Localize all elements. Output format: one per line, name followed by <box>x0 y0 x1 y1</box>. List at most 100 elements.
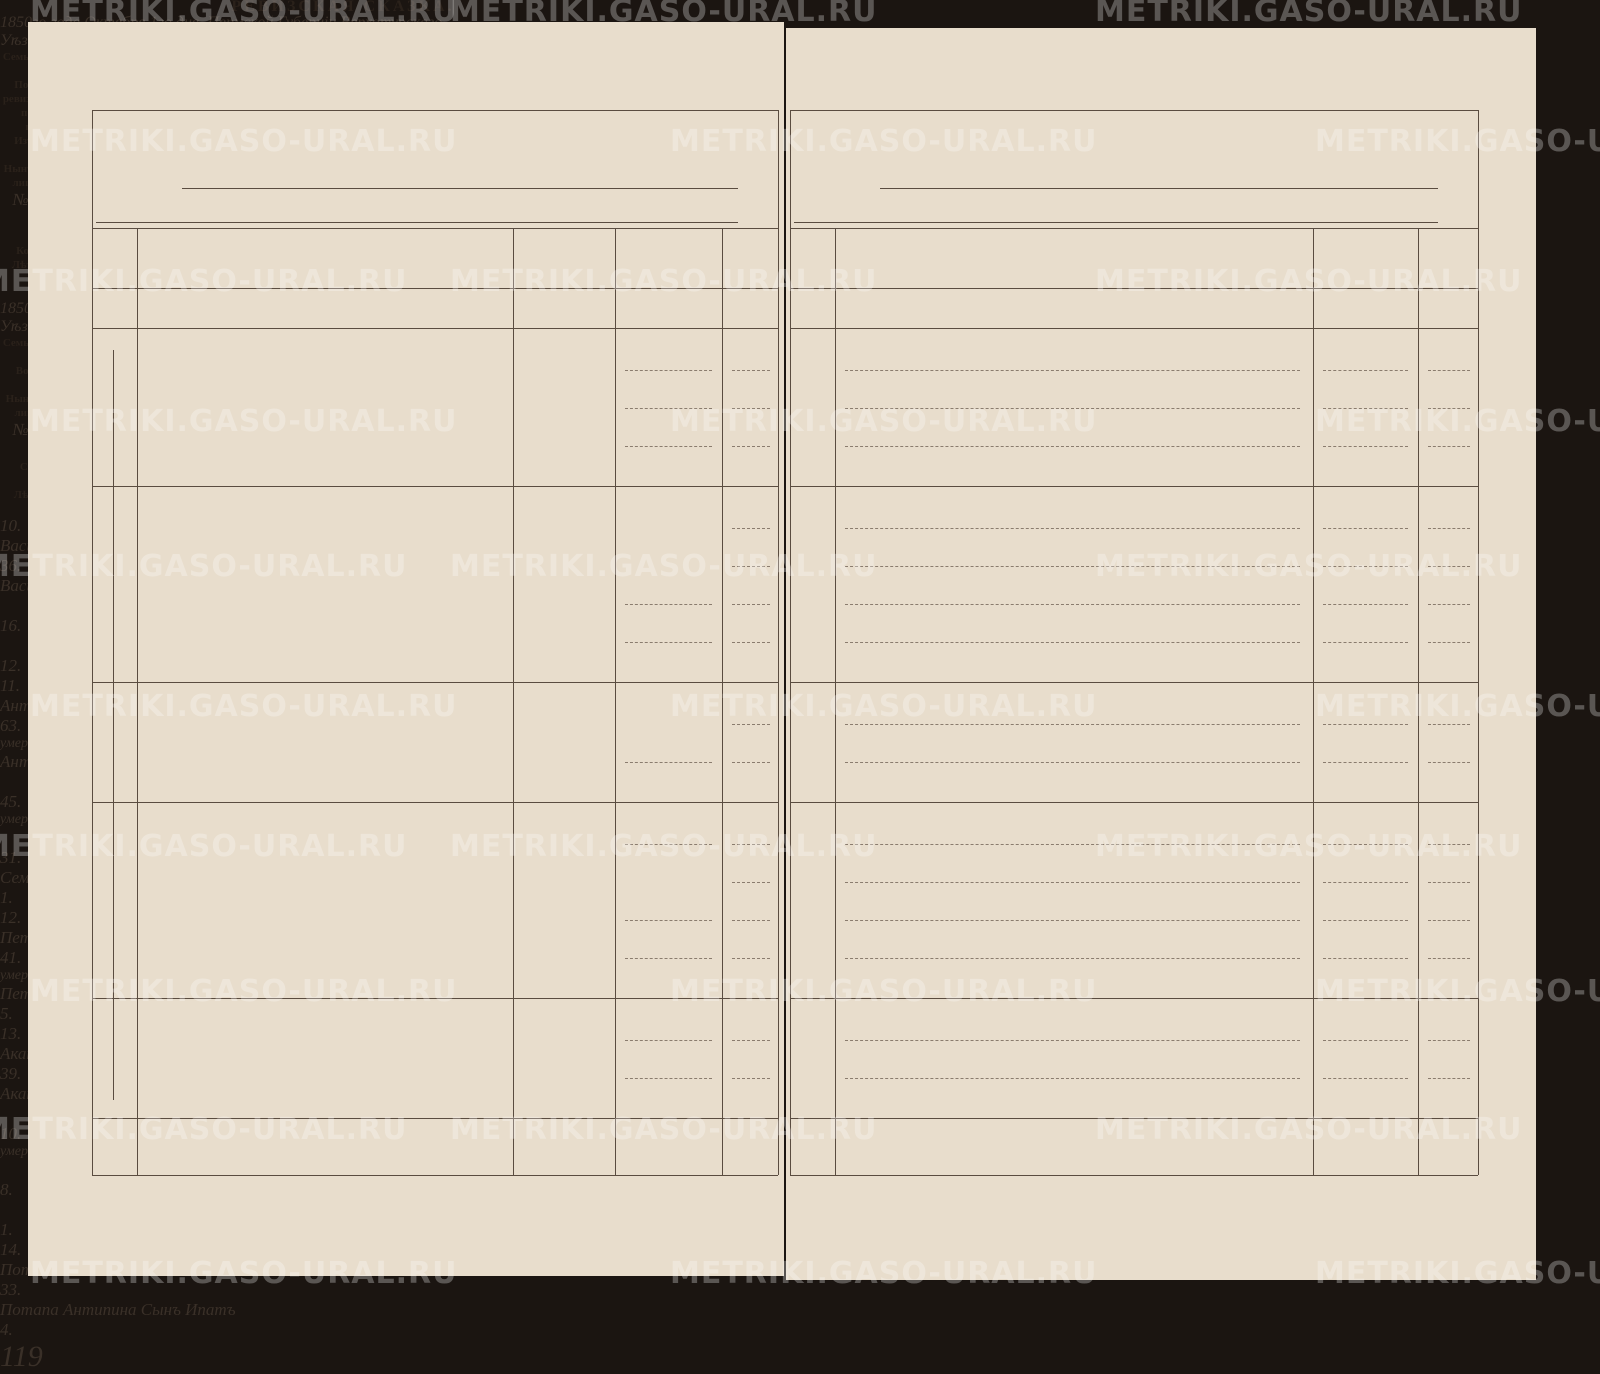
dotted-line <box>1428 566 1470 567</box>
watermark: METRIKI.GASO-URAL.RU <box>30 974 458 1009</box>
watermark: METRIKI.GASO-URAL.RU <box>30 689 458 724</box>
dotted-line <box>1428 1078 1470 1079</box>
age: 12. <box>0 656 22 675</box>
table-border <box>92 110 93 1175</box>
dotted-line <box>732 920 770 921</box>
dotted-line <box>625 1078 712 1079</box>
dotted-line <box>732 844 770 845</box>
dotted-line <box>845 920 1300 921</box>
age: 8. <box>0 1180 13 1199</box>
column-rule <box>615 228 616 1175</box>
column-subheader: № <box>12 420 29 439</box>
watermark: METRIKI.GASO-URAL.RU <box>0 829 408 864</box>
watermark: METRIKI.GASO-URAL.RU <box>670 404 1098 439</box>
rule <box>790 228 1478 229</box>
left-page <box>28 22 784 1276</box>
family-rule <box>92 802 778 803</box>
dotted-line <box>1428 642 1470 643</box>
person-name: Потапа Антипина Сынъ Ипатъ <box>0 1300 236 1319</box>
age: 10. <box>0 1124 22 1143</box>
dotted-line <box>845 1040 1300 1041</box>
watermark: METRIKI.GASO-URAL.RU <box>0 1112 408 1147</box>
dotted-line <box>1323 724 1408 725</box>
column-rule <box>513 228 514 1175</box>
table-border <box>790 1175 1478 1176</box>
column-rule <box>722 228 723 1175</box>
dotted-line <box>845 1078 1300 1079</box>
watermark: METRIKI.GASO-URAL.RU <box>450 264 878 299</box>
dotted-line <box>1323 370 1408 371</box>
dotted-line <box>1323 1040 1408 1041</box>
watermark: METRIKI.GASO-URAL.RU <box>1315 1256 1600 1291</box>
watermark: METRIKI.GASO-URAL.RU <box>670 974 1098 1009</box>
dotted-line <box>1323 920 1408 921</box>
column-subheader: № <box>12 190 29 209</box>
dotted-line <box>1428 408 1470 409</box>
watermark: METRIKI.GASO-URAL.RU <box>450 1112 878 1147</box>
dotted-line <box>845 642 1300 643</box>
dotted-line <box>1323 528 1408 529</box>
dotted-line <box>1323 762 1408 763</box>
dotted-line <box>1428 604 1470 605</box>
watermark: METRIKI.GASO-URAL.RU <box>1095 264 1523 299</box>
age: 16. <box>0 616 22 635</box>
family-number: 11. <box>0 676 20 695</box>
watermark: METRIKI.GASO-URAL.RU <box>1315 404 1600 439</box>
dotted-line <box>1428 446 1470 447</box>
underline <box>794 222 1438 223</box>
dotted-line <box>732 1078 770 1079</box>
age: 31. <box>0 848 22 867</box>
dotted-line <box>1323 882 1408 883</box>
age: 36. <box>0 556 22 575</box>
dotted-line <box>732 370 770 371</box>
family-number: 14. <box>0 1240 22 1259</box>
dotted-line <box>845 566 1300 567</box>
dotted-line <box>732 408 770 409</box>
dotted-line <box>845 844 1300 845</box>
family-rule <box>92 1118 778 1119</box>
family-rule <box>92 486 778 487</box>
dotted-line <box>732 762 770 763</box>
watermark: METRIKI.GASO-URAL.RU <box>30 404 458 439</box>
watermark: METRIKI.GASO-URAL.RU <box>0 264 408 299</box>
table-border <box>1478 110 1479 1175</box>
rule <box>92 228 778 229</box>
table-border <box>790 110 1478 111</box>
dotted-line <box>1428 370 1470 371</box>
watermark: METRIKI.GASO-URAL.RU <box>0 549 408 584</box>
age: 41. <box>0 948 22 967</box>
dotted-line <box>1323 408 1408 409</box>
dotted-line <box>1428 528 1470 529</box>
dotted-line <box>625 408 712 409</box>
watermark: METRIKI.GASO-URAL.RU <box>450 0 878 29</box>
underline <box>880 188 1438 189</box>
age: 63. <box>0 716 22 735</box>
title: РЕВИЗСКАЯ СКАЗКА. <box>231 0 455 15</box>
watermark: METRIKI.GASO-URAL.RU <box>30 124 458 159</box>
watermark: METRIKI.GASO-URAL.RU <box>1315 124 1600 159</box>
dotted-line <box>1323 566 1408 567</box>
dotted-line <box>732 566 770 567</box>
family-number: 10. <box>0 516 22 535</box>
dotted-line <box>1428 882 1470 883</box>
dotted-line <box>845 604 1300 605</box>
column-rule <box>137 228 138 1175</box>
column-rule <box>1418 228 1419 1175</box>
dotted-line <box>845 528 1300 529</box>
dotted-line <box>845 724 1300 725</box>
watermark: METRIKI.GASO-URAL.RU <box>670 124 1098 159</box>
dotted-line <box>732 528 770 529</box>
watermark: METRIKI.GASO-URAL.RU <box>670 689 1098 724</box>
watermark: METRIKI.GASO-URAL.RU <box>1315 974 1600 1009</box>
dotted-line <box>732 446 770 447</box>
dotted-line <box>732 1040 770 1041</box>
dotted-line <box>845 446 1300 447</box>
dotted-line <box>732 882 770 883</box>
page-number: 119 <box>0 1340 43 1373</box>
dotted-line <box>625 762 712 763</box>
age: 1. <box>0 888 13 907</box>
dotted-line <box>1428 762 1470 763</box>
dotted-line <box>625 370 712 371</box>
underline <box>96 222 738 223</box>
